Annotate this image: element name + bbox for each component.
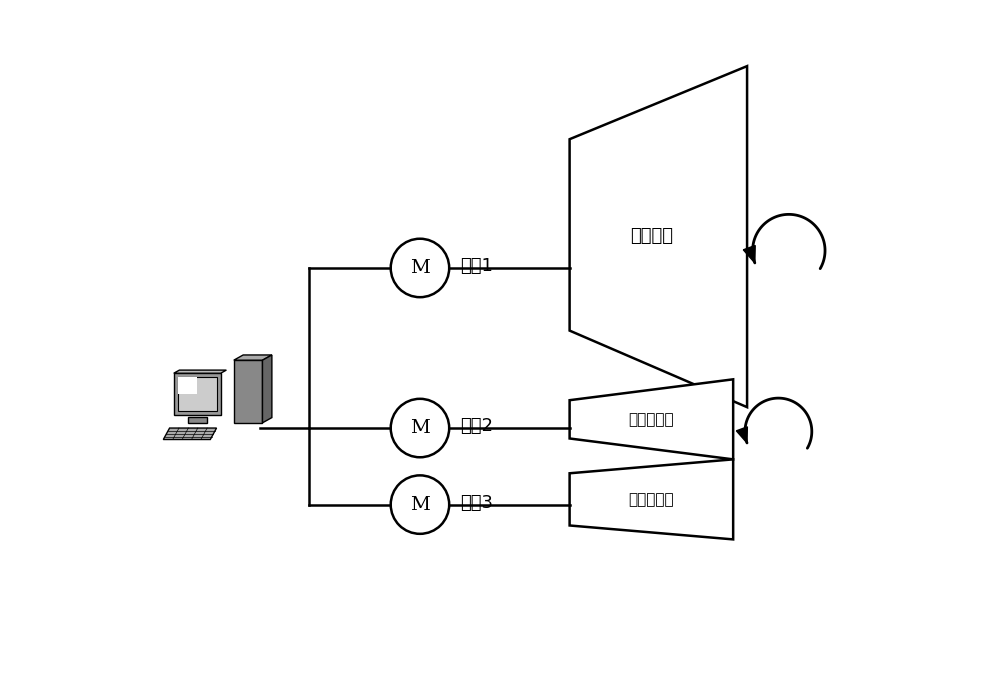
Text: 电机1: 电机1 <box>460 257 493 275</box>
Circle shape <box>391 239 449 297</box>
Circle shape <box>391 399 449 457</box>
Polygon shape <box>736 427 747 443</box>
Text: 道威棱镜: 道威棱镜 <box>630 227 673 245</box>
Polygon shape <box>743 246 755 263</box>
Polygon shape <box>234 361 262 422</box>
Polygon shape <box>188 416 207 422</box>
Text: M: M <box>410 259 430 277</box>
Polygon shape <box>234 355 272 361</box>
Polygon shape <box>178 377 217 411</box>
Polygon shape <box>178 377 197 394</box>
Polygon shape <box>174 370 226 373</box>
Text: 上偏转光楖: 上偏转光楖 <box>629 412 674 427</box>
Polygon shape <box>163 428 217 440</box>
Text: M: M <box>410 496 430 514</box>
Text: 电机3: 电机3 <box>460 493 493 512</box>
Polygon shape <box>570 379 733 459</box>
Polygon shape <box>174 373 221 415</box>
Text: 下偏转光楖: 下偏转光楖 <box>629 492 674 507</box>
Polygon shape <box>570 459 733 539</box>
Circle shape <box>391 475 449 534</box>
Text: 电机2: 电机2 <box>460 417 493 435</box>
Text: M: M <box>410 419 430 437</box>
Polygon shape <box>570 66 747 407</box>
Polygon shape <box>262 355 272 422</box>
